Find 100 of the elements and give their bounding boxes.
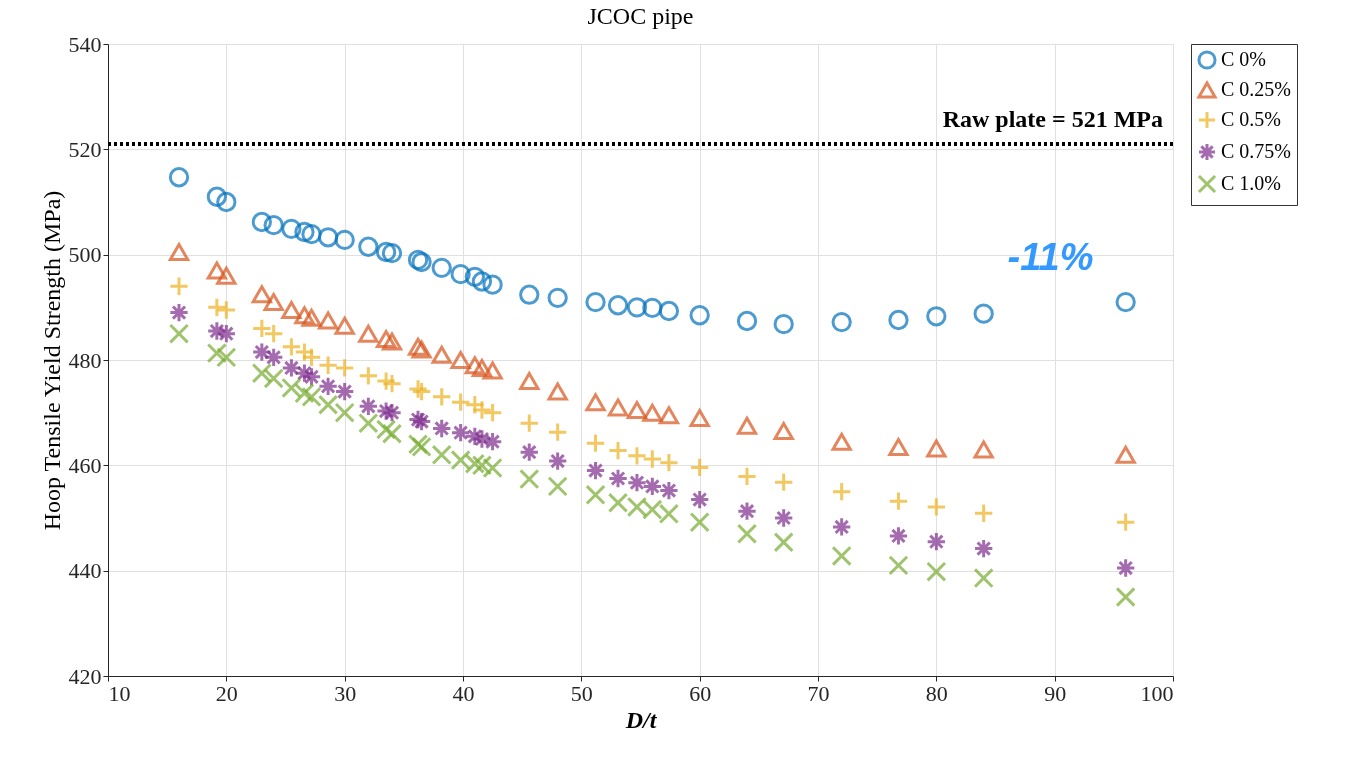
point: [168, 302, 190, 323]
point: [1115, 557, 1136, 579]
point: [334, 381, 355, 402]
point: [381, 402, 403, 423]
point: [375, 241, 397, 263]
point: [519, 413, 540, 434]
point: [263, 347, 284, 368]
point: [482, 402, 503, 423]
point: [251, 341, 272, 363]
y-tick-label: 420: [68, 663, 102, 689]
y-tick-label: 480: [68, 347, 102, 373]
point: [658, 300, 680, 322]
point: [689, 489, 710, 510]
y-tick-label: 500: [68, 242, 102, 268]
x-tick-label: 10: [108, 680, 131, 706]
point: [926, 306, 947, 327]
point: [431, 444, 452, 465]
point: [263, 368, 284, 389]
point: [888, 555, 909, 576]
point: [281, 357, 302, 379]
point: [519, 284, 540, 305]
point: [689, 408, 710, 427]
x-tick-label: 60: [689, 680, 712, 706]
point: [773, 422, 794, 441]
point: [450, 391, 471, 413]
point: [973, 503, 994, 524]
point: [1115, 291, 1136, 313]
point: [206, 297, 228, 318]
point: [689, 512, 710, 533]
legend-label: C 0%: [1221, 48, 1266, 70]
point: [547, 382, 568, 401]
x-tick-label: 90: [1044, 680, 1067, 706]
point: [168, 243, 190, 262]
point: [658, 480, 680, 501]
legend-label: C 0.5%: [1221, 108, 1281, 130]
y-tick-label: 540: [68, 31, 102, 57]
point: [317, 311, 339, 330]
point: [626, 297, 648, 318]
x-tick-label: 50: [570, 680, 593, 706]
point: [547, 421, 568, 443]
point: [888, 525, 909, 547]
legend-label: C 0.75%: [1221, 140, 1291, 162]
point: [317, 394, 339, 415]
point: [216, 191, 237, 213]
point: [381, 373, 403, 394]
point: [471, 455, 493, 476]
point: [736, 500, 758, 522]
point: [206, 342, 228, 364]
point: [168, 167, 190, 188]
legend-label: C 1.0%: [1221, 172, 1281, 194]
point: [334, 357, 355, 379]
point: [471, 358, 493, 377]
point: [585, 484, 606, 505]
y-axis-title: Hoop Tensile Yield Strength (MPa): [38, 190, 65, 531]
point: [375, 329, 397, 348]
point: [206, 261, 228, 280]
point: [317, 227, 339, 248]
point: [358, 365, 379, 386]
point: [375, 419, 397, 440]
point: [585, 291, 606, 313]
point: [482, 431, 503, 452]
point: [547, 287, 568, 308]
point: [411, 340, 432, 359]
point: [736, 466, 758, 487]
point: [626, 401, 648, 420]
point: [450, 264, 471, 285]
point: [926, 561, 947, 582]
point: [519, 372, 540, 391]
point: [888, 437, 909, 456]
point: [888, 490, 909, 512]
x-tick-label: 30: [334, 680, 357, 706]
point: [585, 433, 606, 454]
point: [689, 457, 710, 478]
point: [642, 403, 663, 422]
point: [358, 413, 379, 434]
point: [689, 305, 710, 326]
point: [642, 448, 663, 470]
point: [168, 323, 190, 344]
point: [831, 311, 852, 333]
point: [658, 406, 680, 425]
point: [334, 229, 355, 251]
point: [642, 476, 663, 497]
point: [263, 293, 284, 312]
point: [407, 337, 429, 356]
chart-title: JCOC pipe: [587, 3, 694, 29]
point: [973, 567, 994, 589]
y-tick-label: 520: [68, 136, 102, 162]
point: [831, 481, 852, 502]
point: [585, 460, 606, 481]
point: [831, 432, 852, 451]
point: [216, 347, 237, 368]
point: [482, 361, 503, 380]
point: [375, 370, 397, 392]
point: [281, 300, 302, 319]
x-tick-label: 80: [925, 680, 948, 706]
point: [607, 440, 629, 461]
point: [547, 450, 568, 472]
point: [482, 274, 503, 295]
point: [585, 393, 606, 412]
point: [471, 271, 493, 292]
